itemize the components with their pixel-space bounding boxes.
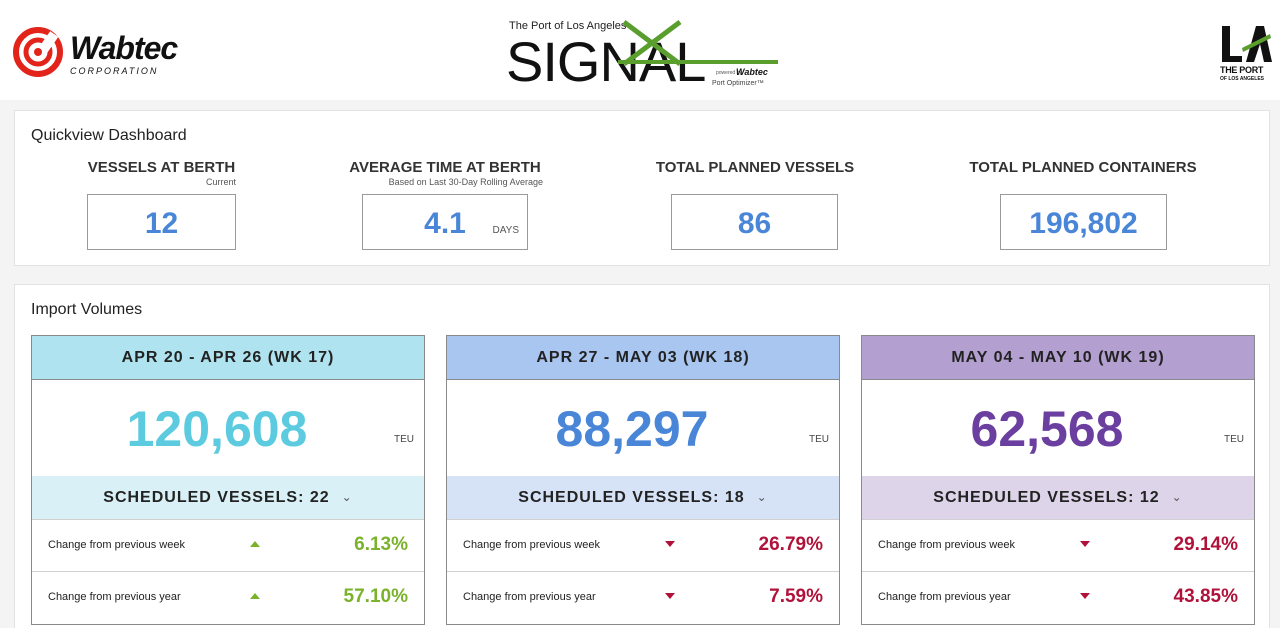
change-prev-week-value: 29.14% [1173, 534, 1238, 555]
kpi-value-box[interactable]: 12 [87, 194, 236, 250]
week-card-header: MAY 04 - MAY 10 (WK 19) [862, 336, 1254, 380]
page-header: Wabtec CORPORATION The Port of Los Angel… [0, 0, 1280, 100]
change-prev-week-value: 6.13% [354, 534, 408, 555]
triangle-down-icon [665, 593, 675, 599]
kpi-vessels-at-berth: VESSELS AT BERTH Current [87, 159, 236, 188]
change-prev-year-label: Change from previous year [878, 591, 1011, 603]
teu-value: 120,608 [126, 401, 308, 457]
change-prev-year-label: Change from previous year [48, 591, 181, 603]
teu-volume: 62,568 TEU [862, 380, 1254, 476]
signal-logo[interactable]: The Port of Los Angeles SIGNAL powered b… [506, 16, 778, 92]
scheduled-vessels-label: SCHEDULED VESSELS: 22 [103, 489, 330, 506]
teu-value: 62,568 [970, 401, 1124, 457]
change-prev-week-label: Change from previous week [463, 539, 600, 551]
la-port-label: THE PORT [1220, 65, 1264, 75]
quickview-title: Quickview Dashboard [31, 127, 187, 144]
teu-unit: TEU [809, 434, 829, 445]
change-prev-week-row: Change from previous week 6.13% [32, 519, 424, 571]
week-card-header: APR 20 - APR 26 (WK 17) [32, 336, 424, 380]
scheduled-vessels-toggle[interactable]: SCHEDULED VESSELS: 18 ⌄ [447, 476, 839, 519]
teu-volume: 120,608 TEU [32, 380, 424, 476]
kpi-label: TOTAL PLANNED CONTAINERS [969, 159, 1197, 176]
triangle-up-icon [250, 541, 260, 547]
kpi-total-planned-containers: TOTAL PLANNED CONTAINERS [955, 159, 1211, 176]
signal-crane-icon [618, 20, 778, 66]
change-prev-week-value: 26.79% [758, 534, 823, 555]
change-prev-year-label: Change from previous year [463, 591, 596, 603]
wabtec-logo[interactable]: Wabtec CORPORATION [12, 24, 182, 80]
teu-value: 88,297 [555, 401, 709, 457]
signal-port-label: The Port of Los Angeles [509, 20, 627, 32]
week-card-19: MAY 04 - MAY 10 (WK 19) 62,568 TEU SCHED… [861, 335, 1255, 625]
signal-product-name: Port Optimizer™ [712, 80, 764, 87]
kpi-label: TOTAL PLANNED VESSELS [655, 159, 855, 176]
kpi-sublabel: Current [205, 177, 236, 187]
triangle-down-icon [1080, 593, 1090, 599]
chevron-down-icon: ⌄ [1171, 490, 1183, 504]
kpi-value-box[interactable]: 196,802 [1000, 194, 1167, 250]
signal-wabtec-mark: Wabtec [736, 67, 768, 77]
chevron-down-icon: ⌄ [341, 490, 353, 504]
change-prev-week-row: Change from previous week 26.79% [447, 519, 839, 571]
change-prev-year-value: 57.10% [343, 586, 408, 607]
port-of-la-logo[interactable]: THE PORT OF LOS ANGELES [1218, 24, 1274, 84]
quickview-panel: Quickview Dashboard VESSELS AT BERTH Cur… [14, 110, 1270, 266]
wabtec-wordmark: Wabtec [70, 30, 178, 66]
change-prev-week-label: Change from previous week [48, 539, 185, 551]
kpi-value: 86 [737, 207, 772, 240]
kpi-average-time-at-berth: AVERAGE TIME AT BERTH Based on Last 30-D… [347, 159, 543, 188]
signal-powered-by: powered by [716, 70, 742, 76]
change-prev-year-value: 43.85% [1173, 586, 1238, 607]
import-volumes-panel: Import Volumes APR 20 - APR 26 (WK 17) 1… [14, 284, 1270, 628]
kpi-label: VESSELS AT BERTH [87, 159, 236, 176]
scheduled-vessels-toggle[interactable]: SCHEDULED VESSELS: 22 ⌄ [32, 476, 424, 519]
teu-unit: TEU [1224, 434, 1244, 445]
import-volumes-title: Import Volumes [31, 301, 143, 318]
change-prev-week-label: Change from previous week [878, 539, 1015, 551]
change-prev-year-row: Change from previous year 43.85% [862, 571, 1254, 623]
triangle-down-icon [665, 541, 675, 547]
change-prev-year-row: Change from previous year 57.10% [32, 571, 424, 623]
kpi-value-box[interactable]: 86 [671, 194, 838, 250]
kpi-sublabel: Based on Last 30-Day Rolling Average [388, 177, 543, 187]
kpi-value-box[interactable]: 4.1 DAYS [362, 194, 528, 250]
kpi-unit: DAYS [492, 225, 520, 236]
scheduled-vessels-toggle[interactable]: SCHEDULED VESSELS: 12 ⌄ [862, 476, 1254, 519]
kpi-label: AVERAGE TIME AT BERTH [349, 159, 541, 176]
scheduled-vessels-label: SCHEDULED VESSELS: 18 [518, 489, 745, 506]
kpi-value: 196,802 [1029, 207, 1138, 240]
wabtec-subtitle: CORPORATION [70, 66, 159, 76]
week-card-18: APR 27 - MAY 03 (WK 18) 88,297 TEU SCHED… [446, 335, 840, 625]
week-card-17: APR 20 - APR 26 (WK 17) 120,608 TEU SCHE… [31, 335, 425, 625]
change-prev-year-value: 7.59% [769, 586, 823, 607]
triangle-down-icon [1080, 541, 1090, 547]
change-prev-week-row: Change from previous week 29.14% [862, 519, 1254, 571]
teu-unit: TEU [394, 434, 414, 445]
wabtec-logo-icon [13, 27, 63, 77]
kpi-value: 12 [144, 207, 179, 240]
triangle-up-icon [250, 593, 260, 599]
kpi-value: 4.1 [424, 207, 466, 240]
change-prev-year-row: Change from previous year 7.59% [447, 571, 839, 623]
scheduled-vessels-label: SCHEDULED VESSELS: 12 [933, 489, 1160, 506]
la-monogram-icon [1222, 26, 1272, 62]
kpi-total-planned-vessels: TOTAL PLANNED VESSELS [645, 159, 865, 176]
week-card-header: APR 27 - MAY 03 (WK 18) [447, 336, 839, 380]
la-port-sublabel: OF LOS ANGELES [1220, 76, 1264, 82]
teu-volume: 88,297 TEU [447, 380, 839, 476]
chevron-down-icon: ⌄ [756, 490, 768, 504]
